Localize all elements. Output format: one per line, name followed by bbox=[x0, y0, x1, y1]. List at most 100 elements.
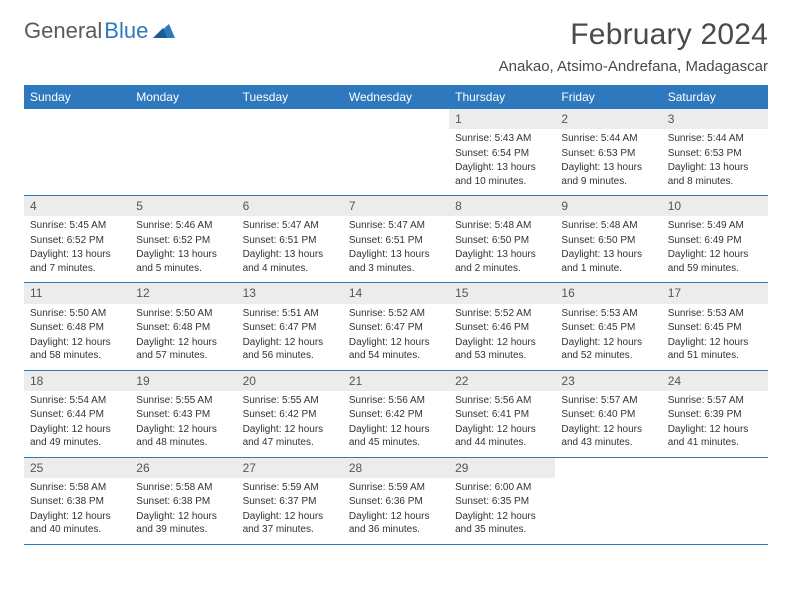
daylight-line: Daylight: 12 hours and 52 minutes. bbox=[561, 336, 655, 363]
sunrise-line: Sunrise: 5:55 AM bbox=[243, 394, 337, 408]
sunset-line: Sunset: 6:35 PM bbox=[455, 495, 549, 509]
daylight-line: Daylight: 13 hours and 2 minutes. bbox=[455, 248, 549, 275]
daylight-line: Daylight: 13 hours and 1 minute. bbox=[561, 248, 655, 275]
day-cell: 21Sunrise: 5:56 AMSunset: 6:42 PMDayligh… bbox=[343, 371, 449, 457]
sunset-line: Sunset: 6:53 PM bbox=[561, 147, 655, 161]
sunrise-line: Sunrise: 5:48 AM bbox=[455, 219, 549, 233]
sunset-line: Sunset: 6:54 PM bbox=[455, 147, 549, 161]
day-cell: 7 Sunrise: 5:47 AMSunset: 6:51 PMDaylight… bbox=[343, 196, 449, 282]
logo: GeneralBlue bbox=[24, 18, 175, 44]
daylight-line: Daylight: 13 hours and 4 minutes. bbox=[243, 248, 337, 275]
daylight-line: Daylight: 12 hours and 43 minutes. bbox=[561, 423, 655, 450]
week-row: 18 Sunrise: 5:54 AMSunset: 6:44 PM Dayligh… bbox=[24, 371, 768, 458]
day-number: 2 bbox=[555, 109, 661, 129]
day-cell: 17 Sunrise: 5:53 AMSunset: 6:45 PMDayligh… bbox=[662, 283, 768, 369]
day-details: Sunrise: 5:48 AMSunset: 6:50 PMDaylight:… bbox=[449, 219, 555, 275]
day-cell: 1Sunrise: 5:43 AMSunset: 6:54 PMDaylight… bbox=[449, 109, 555, 195]
day-details: Sunrise: 5:55 AMSunset: 6:42 PMDaylight:… bbox=[237, 394, 343, 450]
sunset-line: Sunset: 6:51 PM bbox=[349, 234, 443, 248]
day-details: Sunrise: 5:52 AMSunset: 6:46 PMDaylight:… bbox=[449, 307, 555, 363]
day-cell bbox=[662, 458, 768, 544]
day-number: 18 bbox=[24, 371, 130, 391]
day-number: 16 bbox=[555, 283, 661, 303]
daylight-line: Daylight: 12 hours and 56 minutes. bbox=[243, 336, 337, 363]
sunset-line: Sunset: 6:42 PM bbox=[349, 408, 443, 422]
location-text: Anakao, Atsimo-Andrefana, Madagascar bbox=[499, 58, 768, 75]
sunset-line: Sunset: 6:44 PM bbox=[30, 408, 124, 422]
sunrise-line: Sunrise: 5:52 AM bbox=[349, 307, 443, 321]
daylight-line: Daylight: 12 hours and 41 minutes. bbox=[668, 423, 762, 450]
day-details: Sunrise: 5:50 AMSunset: 6:48 PMDaylight:… bbox=[24, 307, 130, 363]
day-number: 27 bbox=[237, 458, 343, 478]
day-details: Sunrise: 5:57 AMSunset: 6:39 PMDaylight:… bbox=[662, 394, 768, 450]
title-block: February 2024 Anakao, Atsimo-Andrefana, … bbox=[499, 18, 768, 75]
daylight-line: Daylight: 12 hours and 53 minutes. bbox=[455, 336, 549, 363]
day-cell bbox=[343, 109, 449, 195]
sunrise-line: Sunrise: 6:00 AM bbox=[455, 481, 549, 495]
daylight-line: Daylight: 13 hours and 3 minutes. bbox=[349, 248, 443, 275]
day-details: Sunrise: 5:56 AMSunset: 6:42 PMDaylight:… bbox=[343, 394, 449, 450]
sunrise-line: Sunrise: 5:59 AM bbox=[243, 481, 337, 495]
day-cell: 13Sunrise: 5:51 AMSunset: 6:47 PMDayligh… bbox=[237, 283, 343, 369]
day-cell: 3 Sunrise: 5:44 AMSunset: 6:53 PMDaylight… bbox=[662, 109, 768, 195]
day-number: 22 bbox=[449, 371, 555, 391]
day-number: 7 bbox=[343, 196, 449, 216]
day-details: Sunrise: 5:44 AMSunset: 6:53 PMDaylight:… bbox=[662, 132, 768, 188]
daylight-line: Daylight: 13 hours and 8 minutes. bbox=[668, 161, 762, 188]
day-number: 3 bbox=[662, 109, 768, 129]
day-details: Sunrise: 5:53 AMSunset: 6:45 PMDaylight:… bbox=[662, 307, 768, 363]
day-number: 24 bbox=[662, 371, 768, 391]
sunrise-line: Sunrise: 5:54 AM bbox=[30, 394, 124, 408]
sunrise-line: Sunrise: 5:57 AM bbox=[561, 394, 655, 408]
sunset-line: Sunset: 6:41 PM bbox=[455, 408, 549, 422]
week-row: 4Sunrise: 5:45 AMSunset: 6:52 PMDaylight… bbox=[24, 196, 768, 283]
sunset-line: Sunset: 6:46 PM bbox=[455, 321, 549, 335]
daylight-line: Daylight: 12 hours and 36 minutes. bbox=[349, 510, 443, 537]
day-cell: 29 Sunrise: 6:00 AMSunset: 6:35 PMDayligh… bbox=[449, 458, 555, 544]
sunrise-line: Sunrise: 5:44 AM bbox=[668, 132, 762, 146]
day-number: 17 bbox=[662, 283, 768, 303]
day-number: 25 bbox=[24, 458, 130, 478]
sunset-line: Sunset: 6:50 PM bbox=[455, 234, 549, 248]
sunrise-line: Sunrise: 5:52 AM bbox=[455, 307, 549, 321]
day-details: Sunrise: 5:59 AMSunset: 6:36 PMDaylight:… bbox=[343, 481, 449, 537]
sunset-line: Sunset: 6:51 PM bbox=[243, 234, 337, 248]
sunrise-line: Sunrise: 5:56 AM bbox=[455, 394, 549, 408]
sunset-line: Sunset: 6:37 PM bbox=[243, 495, 337, 509]
sunrise-line: Sunrise: 5:55 AM bbox=[136, 394, 230, 408]
sunrise-line: Sunrise: 5:57 AM bbox=[668, 394, 762, 408]
month-title: February 2024 bbox=[499, 18, 768, 52]
sunset-line: Sunset: 6:52 PM bbox=[30, 234, 124, 248]
day-details: Sunrise: 5:49 AMSunset: 6:49 PMDaylight:… bbox=[662, 219, 768, 275]
sunrise-line: Sunrise: 5:58 AM bbox=[136, 481, 230, 495]
day-cell: 24 Sunrise: 5:57 AMSunset: 6:39 PMDayligh… bbox=[662, 371, 768, 457]
day-details: Sunrise: 5:45 AMSunset: 6:52 PMDaylight:… bbox=[24, 219, 130, 275]
day-details: Sunrise: 5:44 AMSunset: 6:53 PMDaylight:… bbox=[555, 132, 661, 188]
daylight-line: Daylight: 12 hours and 35 minutes. bbox=[455, 510, 549, 537]
day-number: 19 bbox=[130, 371, 236, 391]
daylight-line: Daylight: 13 hours and 10 minutes. bbox=[455, 161, 549, 188]
day-cell bbox=[130, 109, 236, 195]
day-cell: 25Sunrise: 5:58 AMSunset: 6:38 PMDayligh… bbox=[24, 458, 130, 544]
day-cell: 10Sunrise: 5:49 AMSunset: 6:49 PMDayligh… bbox=[662, 196, 768, 282]
day-number: 15 bbox=[449, 283, 555, 303]
day-number: 26 bbox=[130, 458, 236, 478]
day-number: 28 bbox=[343, 458, 449, 478]
daylight-line: Daylight: 12 hours and 37 minutes. bbox=[243, 510, 337, 537]
day-number: 29 bbox=[449, 458, 555, 478]
sunrise-line: Sunrise: 5:51 AM bbox=[243, 307, 337, 321]
weekday-header-cell: Friday bbox=[555, 85, 661, 109]
day-details: Sunrise: 5:57 AMSunset: 6:40 PMDaylight:… bbox=[555, 394, 661, 450]
daylight-line: Daylight: 12 hours and 39 minutes. bbox=[136, 510, 230, 537]
week-row: 1Sunrise: 5:43 AMSunset: 6:54 PMDaylight… bbox=[24, 109, 768, 196]
sunset-line: Sunset: 6:38 PM bbox=[30, 495, 124, 509]
daylight-line: Daylight: 12 hours and 59 minutes. bbox=[668, 248, 762, 275]
sunrise-line: Sunrise: 5:47 AM bbox=[349, 219, 443, 233]
sunrise-line: Sunrise: 5:50 AM bbox=[136, 307, 230, 321]
daylight-line: Daylight: 13 hours and 5 minutes. bbox=[136, 248, 230, 275]
sunset-line: Sunset: 6:38 PM bbox=[136, 495, 230, 509]
day-number: 1 bbox=[449, 109, 555, 129]
sunset-line: Sunset: 6:50 PM bbox=[561, 234, 655, 248]
logo-triangle-icon bbox=[153, 18, 175, 44]
day-details: Sunrise: 5:58 AMSunset: 6:38 PMDaylight:… bbox=[130, 481, 236, 537]
